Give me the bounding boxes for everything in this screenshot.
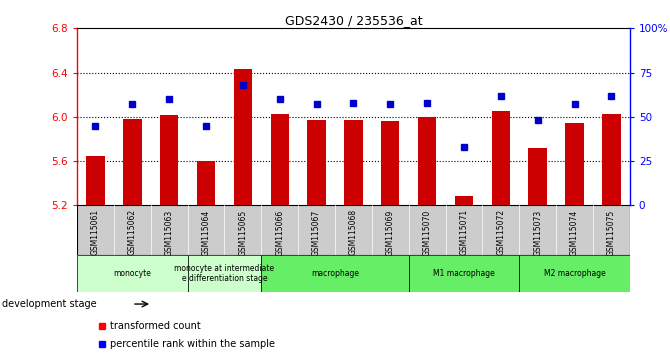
Bar	[565, 124, 584, 205]
Bar	[123, 119, 141, 205]
Text: percentile rank within the sample: percentile rank within the sample	[110, 339, 275, 349]
Bar	[271, 114, 289, 205]
Text: M2 macrophage: M2 macrophage	[543, 269, 606, 278]
Bar	[234, 69, 252, 205]
Text: GSM115070: GSM115070	[423, 209, 431, 256]
Text: GSM115066: GSM115066	[275, 209, 284, 256]
Bar	[77, 255, 188, 292]
Text: M1 macrophage: M1 macrophage	[433, 269, 495, 278]
Text: GSM115074: GSM115074	[570, 209, 579, 256]
Text: GSM115067: GSM115067	[312, 209, 321, 256]
Bar	[344, 120, 362, 205]
Text: GSM115063: GSM115063	[165, 209, 174, 256]
Text: macrophage: macrophage	[311, 269, 359, 278]
Text: GSM115061: GSM115061	[91, 209, 100, 255]
Text: GSM115062: GSM115062	[128, 209, 137, 255]
Bar	[492, 111, 510, 205]
Bar	[160, 115, 178, 205]
Bar	[602, 114, 620, 205]
Bar	[308, 120, 326, 205]
Bar	[86, 155, 105, 205]
Text: GSM115073: GSM115073	[533, 209, 542, 256]
Text: transformed count: transformed count	[110, 321, 201, 331]
Text: GSM115065: GSM115065	[239, 209, 247, 256]
Title: GDS2430 / 235536_at: GDS2430 / 235536_at	[285, 14, 422, 27]
Text: monocyte: monocyte	[113, 269, 151, 278]
Bar	[455, 196, 473, 205]
Bar	[261, 255, 409, 292]
Bar	[418, 117, 436, 205]
Text: monocyte at intermediate
e differentiation stage: monocyte at intermediate e differentiati…	[174, 264, 275, 283]
Bar	[381, 121, 399, 205]
Text: GSM115071: GSM115071	[460, 209, 468, 255]
Bar	[188, 255, 261, 292]
Bar	[197, 161, 215, 205]
Text: GSM115069: GSM115069	[386, 209, 395, 256]
Text: GSM115068: GSM115068	[349, 209, 358, 255]
Text: GSM115072: GSM115072	[496, 209, 505, 255]
Text: GSM115064: GSM115064	[202, 209, 210, 256]
Bar	[519, 255, 630, 292]
Bar	[409, 255, 519, 292]
Text: development stage: development stage	[2, 299, 96, 309]
Text: GSM115075: GSM115075	[607, 209, 616, 256]
Bar	[529, 148, 547, 205]
